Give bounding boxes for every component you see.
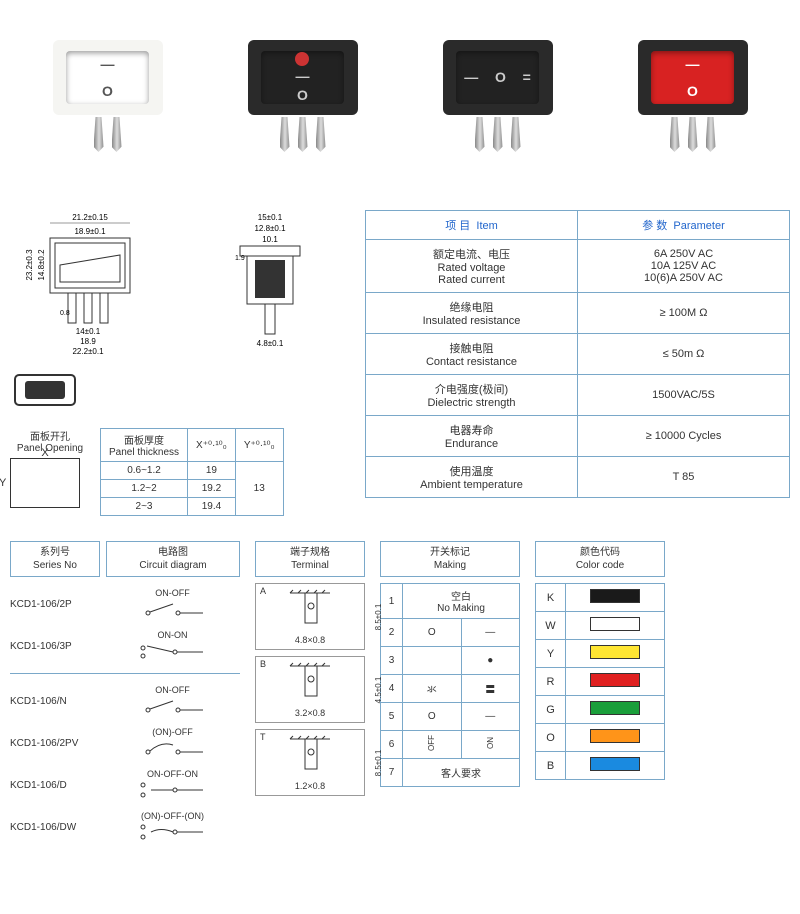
svg-text:12.8±0.1: 12.8±0.1 xyxy=(254,224,286,233)
making-row: 3● xyxy=(381,647,520,675)
svg-text:18.9: 18.9 xyxy=(80,337,96,346)
bottom-section: 系列号Series No 电路图Circuit diagram KCD1-106… xyxy=(10,541,790,848)
color-row: G xyxy=(536,696,665,724)
product-image-row: —O —O —O= —O xyxy=(10,10,790,200)
parameter-table: 项 目 Item 参 数 Parameter 额定电流、电压Rated volt… xyxy=(365,210,790,516)
color-row: Y xyxy=(536,640,665,668)
series-row: KCD1-106/3PON-ON xyxy=(10,625,240,667)
dimension-drawings: 21.2±0.15 18.9±0.1 23.2±0.3 14.8±0.2 0.8… xyxy=(10,210,350,516)
panel-xy-diagram: Y xyxy=(10,458,80,508)
series-row: KCD1-106/DON-OFF-ON xyxy=(10,764,240,806)
making-row: 7客人要求 xyxy=(381,759,520,787)
svg-text:21.2±0.15: 21.2±0.15 xyxy=(72,213,108,222)
side-dimension-drawing: 15±0.1 12.8±0.1 10.1 1.9 4.8±0.1 xyxy=(190,210,350,360)
svg-text:15±0.1: 15±0.1 xyxy=(258,213,283,222)
svg-text:14±0.1: 14±0.1 xyxy=(76,327,101,336)
series-row: KCD1-106/NON-OFF xyxy=(10,680,240,722)
svg-text:22.2±0.1: 22.2±0.1 xyxy=(72,347,104,356)
svg-text:1.9: 1.9 xyxy=(235,255,245,262)
making-row: 2O— xyxy=(381,619,520,647)
product-image: —O xyxy=(623,20,763,180)
terminal-column: 端子规格Terminal A 8.5±0.1 4.8×0.8B 4.5±0.1 … xyxy=(255,541,365,848)
terminal-item: A 8.5±0.1 4.8×0.8 xyxy=(255,583,365,650)
color-row: K xyxy=(536,584,665,612)
making-row: 5O— xyxy=(381,703,520,731)
svg-text:4.8±0.1: 4.8±0.1 xyxy=(257,339,284,348)
terminal-item: B 4.5±0.1 3.2×0.8 xyxy=(255,656,365,723)
color-row: R xyxy=(536,668,665,696)
svg-text:0.8: 0.8 xyxy=(60,310,70,317)
panel-icon xyxy=(10,370,80,410)
front-dimension-drawing: 21.2±0.15 18.9±0.1 23.2±0.3 14.8±0.2 0.8… xyxy=(10,210,170,360)
series-row: KCD1-106/DW(ON)-OFF-(ON) xyxy=(10,806,240,848)
color-code-column: 颜色代码Color code KWYRGOB xyxy=(535,541,665,848)
panel-thickness-table: 面板厚度Panel thickness X⁺⁰·¹⁰₀ Y⁺⁰·¹⁰₀ 0.6~… xyxy=(100,428,284,516)
series-row: KCD1-106/2PON-OFF xyxy=(10,583,240,625)
svg-text:23.2±0.3: 23.2±0.3 xyxy=(25,249,34,281)
color-row: B xyxy=(536,752,665,780)
color-row: O xyxy=(536,724,665,752)
mid-section: 21.2±0.15 18.9±0.1 23.2±0.3 14.8±0.2 0.8… xyxy=(10,210,790,516)
product-image: —O xyxy=(38,20,178,180)
series-column: 系列号Series No 电路图Circuit diagram KCD1-106… xyxy=(10,541,240,848)
making-row: 4氺〓 xyxy=(381,675,520,703)
svg-text:10.1: 10.1 xyxy=(262,235,278,244)
product-image: —O xyxy=(233,20,373,180)
making-column: 开关标记Making 1空白No Making2O—3●4氺〓5O—6OFFON… xyxy=(380,541,520,848)
making-row: 6OFFON xyxy=(381,731,520,759)
svg-text:14.8±0.2: 14.8±0.2 xyxy=(37,249,46,281)
making-row: 1空白No Making xyxy=(381,584,520,619)
panel-opening-label: 面板开孔Panel Opening Y xyxy=(10,428,90,508)
svg-text:18.9±0.1: 18.9±0.1 xyxy=(74,227,106,236)
product-image: —O= xyxy=(428,20,568,180)
series-row: KCD1-106/2PV(ON)-OFF xyxy=(10,722,240,764)
color-row: W xyxy=(536,612,665,640)
terminal-item: T 8.5±0.1 1.2×0.8 xyxy=(255,729,365,796)
